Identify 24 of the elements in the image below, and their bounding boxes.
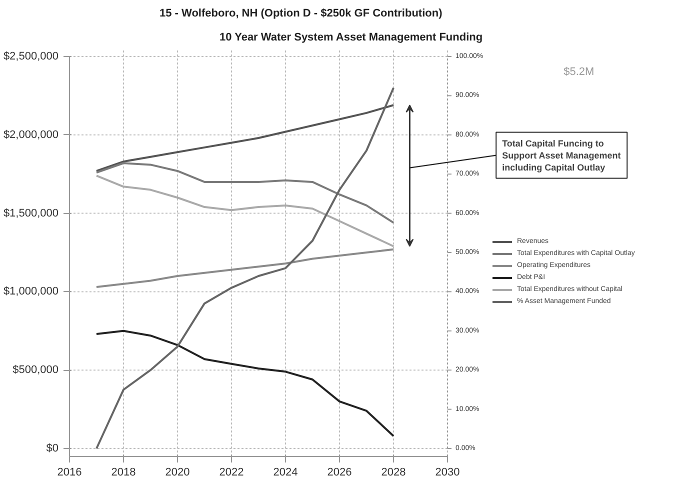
x-tick-label: 2020: [165, 466, 190, 478]
line-series: [96, 330, 394, 437]
y-tick-label: $0: [46, 442, 59, 454]
text: Total Capital Funcing to Support Asset Management including Capital Outlay: [502, 138, 621, 172]
line-series: [96, 248, 394, 288]
x-tick-label: 2022: [219, 466, 244, 478]
x-tick-label: 2030: [435, 466, 460, 478]
chart-subtitle: 10 Year Water System Asset Management Funding: [220, 32, 483, 44]
line-series: [96, 86, 394, 450]
x-tick-label: 2026: [327, 466, 352, 478]
text: $5.2M: [564, 66, 594, 78]
x-tick-label: 2028: [381, 466, 406, 478]
y-tick-label: $500,000: [12, 364, 59, 376]
chart-title: 15 - Wolfeboro, NH (Option D - $250k GF Contribution): [160, 8, 443, 20]
x-tick-label: 2024: [273, 466, 298, 478]
x-tick-label: 2016: [57, 466, 82, 478]
line-series: [96, 162, 394, 224]
y-tick-label: $1,000,000: [3, 286, 59, 298]
line-series: [96, 174, 394, 248]
y-tick-label: $2,000,000: [3, 128, 59, 141]
y-tick-label: $2,500,000: [3, 50, 59, 62]
y-tick-label: $1,500,000: [3, 207, 59, 220]
x-tick-label: 2018: [111, 466, 136, 478]
line-series: [96, 104, 394, 172]
